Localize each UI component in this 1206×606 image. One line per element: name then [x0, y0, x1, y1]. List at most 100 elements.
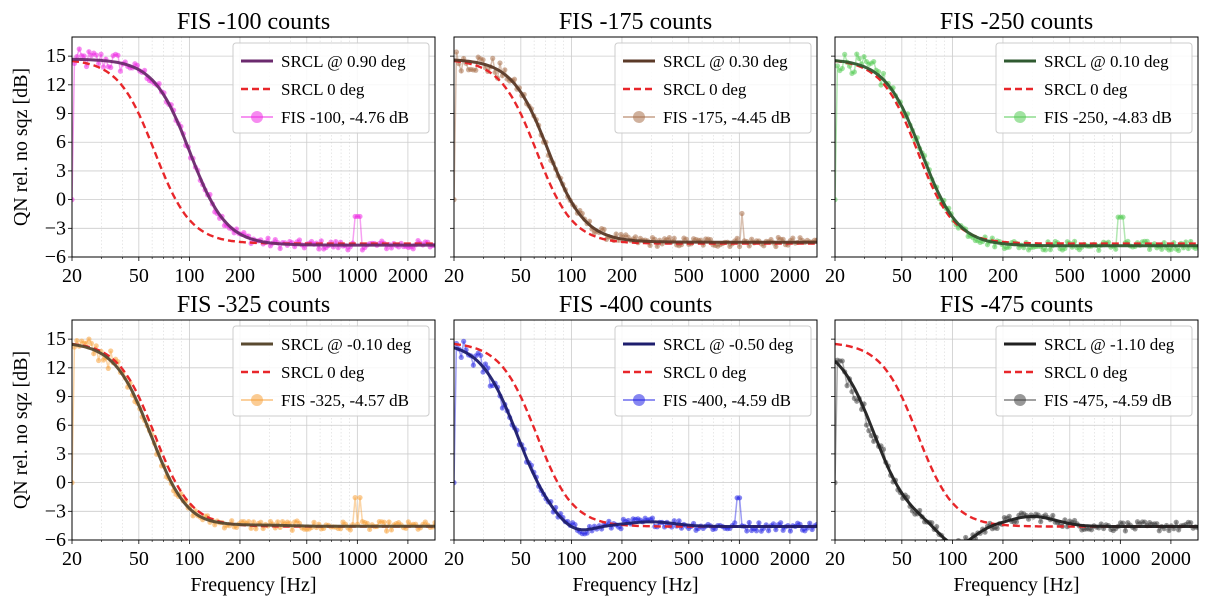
plot-area — [454, 338, 817, 537]
data-point — [1050, 512, 1056, 519]
x-tick-label: 2000 — [1151, 548, 1191, 570]
x-tick-label: 20 — [62, 265, 82, 287]
plot-area — [835, 342, 1198, 540]
panel-2: 20 50 100 200 500 1000 2000 FIS -175 counts SRCL… — [444, 9, 818, 287]
data-point — [86, 49, 92, 55]
y-tick-label: −3 — [45, 500, 66, 522]
data-point — [1096, 247, 1102, 253]
x-tick-label: 1000 — [337, 265, 377, 287]
legend-swatch-data-marker — [1014, 394, 1026, 406]
data-point — [492, 69, 498, 75]
data-point — [386, 519, 392, 525]
data-point — [478, 352, 484, 359]
data-point — [410, 246, 416, 252]
data-point — [296, 237, 303, 243]
legend-entry: FIS -325, -4.57 dB — [281, 391, 409, 410]
legend-entry: FIS -475, -4.59 dB — [1044, 391, 1172, 410]
legend-frame — [614, 325, 812, 417]
data-point — [311, 519, 317, 525]
x-tick-label: 20 — [825, 548, 845, 570]
data-point — [1168, 246, 1174, 252]
y-tick-label: 6 — [56, 414, 66, 436]
axes-frame — [834, 36, 1199, 258]
data-point — [1176, 527, 1182, 533]
data-point — [778, 520, 784, 526]
data-point — [473, 67, 479, 73]
y-tick-label: 0 — [56, 189, 66, 211]
y-tick-label: 3 — [56, 443, 66, 465]
data-point — [780, 236, 786, 242]
data-point — [470, 362, 476, 368]
axes-frame — [453, 319, 818, 541]
data-point — [86, 336, 92, 342]
data-point — [989, 235, 995, 241]
data-point — [388, 527, 395, 533]
data-point — [807, 520, 813, 526]
data-point — [1188, 520, 1194, 526]
data-point — [790, 235, 796, 241]
x-tick-label: 2000 — [770, 548, 810, 570]
data-point — [115, 52, 121, 58]
data-point — [1006, 513, 1012, 519]
data-point — [856, 55, 862, 62]
data-point — [454, 480, 457, 486]
data-point — [744, 528, 750, 534]
data-point — [736, 243, 743, 250]
legend-entry: FIS -250, -4.83 dB — [1044, 108, 1172, 127]
data-point — [289, 527, 295, 533]
x-tick-label: 500 — [674, 548, 704, 570]
y-tick-label: 0 — [56, 472, 66, 494]
legend-entry: SRCL 0 deg — [663, 363, 747, 382]
plot-area — [835, 51, 1198, 254]
data-point — [74, 53, 80, 60]
data-point — [732, 520, 738, 526]
y-axis-label: QN rel. no sqz [dB] — [10, 68, 32, 226]
data-point — [1042, 247, 1049, 253]
data-point — [74, 337, 80, 344]
data-point — [992, 244, 998, 250]
data-point — [654, 243, 660, 249]
data-point — [357, 495, 363, 501]
legend: SRCL @ -0.10 deg SRCL 0 deg FIS -325, -4.5… — [232, 325, 430, 417]
data-point — [482, 361, 489, 367]
x-axis-label: Frequency [Hz] — [572, 574, 698, 596]
data-point — [1173, 519, 1179, 525]
data-point — [88, 340, 94, 346]
x-tick-label: 500 — [292, 265, 322, 287]
y-tick-label: −6 — [45, 529, 66, 551]
y-tick-label: 15 — [46, 45, 66, 67]
data-point — [454, 197, 457, 203]
legend-swatch-data-marker — [251, 111, 263, 123]
data-point — [248, 525, 254, 531]
data-point — [1047, 247, 1053, 253]
data-point — [649, 515, 656, 521]
y-tick-label: 9 — [56, 386, 66, 408]
data-point — [83, 63, 90, 70]
legend-entry: SRCL @ -1.10 deg — [1044, 335, 1175, 354]
data-point — [773, 243, 779, 250]
data-point — [1161, 239, 1167, 246]
x-tick-label: 20 — [444, 548, 464, 570]
y-tick-label: −3 — [45, 217, 66, 239]
x-tick-label: 50 — [511, 548, 531, 570]
data-point — [773, 527, 779, 533]
data-point — [1176, 247, 1182, 254]
y-tick-label: 12 — [46, 357, 66, 379]
data-point — [666, 235, 672, 241]
data-point — [318, 238, 324, 244]
data-point — [1166, 527, 1172, 534]
x-tick-label: 500 — [292, 548, 322, 570]
legend-entry: SRCL @ -0.50 deg — [663, 335, 794, 354]
data-point — [584, 530, 590, 536]
data-point — [839, 358, 845, 364]
data-point — [253, 526, 259, 532]
data-point — [246, 519, 252, 525]
data-point — [601, 226, 607, 232]
data-point — [250, 519, 257, 525]
data-point — [809, 526, 815, 533]
data-point — [364, 520, 370, 526]
legend-entry: SRCL @ -0.10 deg — [281, 335, 412, 354]
data-point — [994, 525, 1000, 531]
x-axis-label: Frequency [Hz] — [190, 574, 316, 596]
data-point — [1147, 246, 1153, 253]
